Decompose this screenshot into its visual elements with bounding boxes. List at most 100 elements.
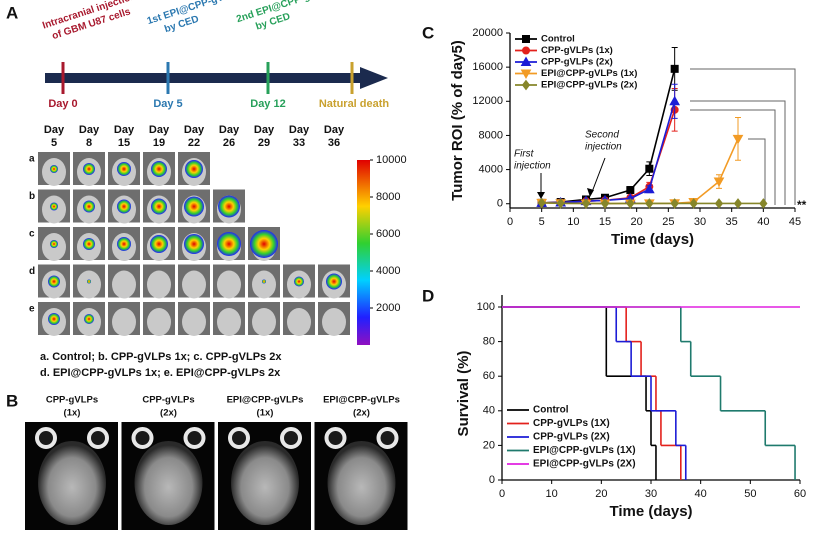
day-number: 26: [223, 137, 235, 149]
marker: [689, 198, 698, 209]
eye: [87, 427, 109, 449]
x-tick-label: 30: [694, 216, 706, 228]
y-tick-label: 60: [483, 370, 495, 382]
legend-marker: [522, 35, 530, 43]
bracket: [690, 68, 796, 205]
signal: [87, 279, 91, 284]
annotation: injection: [585, 142, 622, 153]
eye: [131, 427, 154, 449]
signal: [262, 279, 266, 284]
day-word: Day: [44, 124, 65, 136]
annotation: Second: [585, 130, 619, 141]
panel-labels: A B C D: [6, 3, 434, 410]
mouse-head: [182, 308, 206, 336]
series-line: [541, 109, 676, 204]
signal: [185, 160, 203, 178]
annotation: injection: [514, 161, 551, 172]
annotation-arrow: [587, 188, 594, 197]
row-label: b: [29, 191, 35, 202]
signal: [50, 202, 58, 211]
x-tick-label: 30: [645, 488, 657, 500]
timeline: Intracranial injection of GBM U87 cells …: [41, 0, 389, 110]
legend-label: EPI@CPP-gVLPs (2x): [541, 80, 637, 91]
brain: [231, 441, 299, 525]
x-tick-label: 35: [726, 216, 738, 228]
y-tick-label: 40: [483, 405, 495, 417]
marker: [714, 198, 724, 209]
y-tick-label: 12000: [472, 95, 503, 107]
mri-label: EPI@CPP-gVLPs: [323, 395, 400, 406]
legend-marker: [522, 46, 530, 55]
marker: [732, 134, 744, 145]
marker: [669, 95, 681, 106]
day-word: Day: [114, 124, 135, 136]
signal: [48, 313, 60, 325]
mouse-head: [182, 270, 206, 299]
colorbar-label: 4000: [376, 265, 400, 277]
colorbar: [357, 160, 370, 345]
marker: [643, 183, 655, 194]
marker: [556, 197, 565, 209]
marker: [645, 198, 654, 209]
day-number: 8: [86, 137, 92, 149]
legend-label: Control: [541, 34, 575, 45]
mouse-head: [147, 308, 171, 336]
row-label: d: [29, 266, 35, 277]
y-tick-label: 8000: [479, 129, 503, 141]
marker: [713, 177, 725, 188]
day-word: Day: [149, 124, 170, 136]
caption: a. Control; b. CPP-gVLPs 1x; c. CPP-gVLP…: [40, 351, 282, 363]
y-tick-label: 0: [497, 198, 503, 210]
legend-label: CPP-gVLPs (1x): [541, 45, 613, 56]
y-tick-label: 0: [489, 474, 495, 486]
panel-label: A: [6, 3, 18, 22]
brain: [327, 441, 396, 525]
y-tick-label: 20000: [472, 27, 503, 39]
panel-label: B: [6, 391, 18, 410]
mouse-head: [252, 308, 276, 336]
marker: [670, 198, 679, 209]
day-number: 5: [51, 137, 57, 149]
milestone: Day 5: [153, 98, 182, 110]
day-word: Day: [184, 124, 205, 136]
mouse-head: [77, 270, 101, 299]
marker: [733, 198, 743, 209]
x-tick-label: 5: [539, 216, 545, 228]
signal: [151, 198, 167, 215]
x-tick-label: 20: [595, 488, 607, 500]
marker: [626, 186, 635, 195]
y-axis-label: Tumor ROI (% of day5): [449, 40, 466, 201]
mouse-head: [217, 308, 241, 336]
mri-label: EPI@CPP-gVLPs: [227, 395, 304, 406]
x-axis-label: Time (days): [611, 231, 694, 248]
colorbar-label: 6000: [376, 228, 400, 240]
x-axis-label: Time (days): [609, 503, 692, 520]
marker: [759, 198, 768, 209]
milestone: Natural death: [319, 98, 390, 110]
day-word: Day: [79, 124, 100, 136]
marker: [581, 198, 591, 209]
signal: [217, 232, 241, 256]
day-word: Day: [289, 124, 310, 136]
signal: [218, 195, 240, 218]
signal: [117, 237, 131, 251]
mouse-head: [112, 270, 136, 299]
signal: [250, 230, 278, 258]
mri-label: (2x): [353, 408, 370, 419]
legend-label: CPP-gVLPs (2X): [533, 432, 610, 443]
milestone: Day 0: [48, 98, 77, 110]
row-label: e: [29, 304, 35, 315]
bracket: [690, 100, 786, 205]
y-axis-label: Survival (%): [455, 351, 472, 437]
x-tick-label: 15: [599, 216, 611, 228]
signal: [151, 161, 167, 177]
x-tick-label: 60: [794, 488, 806, 500]
mouse-head: [287, 308, 311, 336]
panel-label: C: [422, 23, 434, 42]
brain: [134, 441, 203, 525]
colorbar-label: 8000: [376, 191, 400, 203]
x-tick-label: 0: [499, 488, 505, 500]
x-tick-label: 20: [631, 216, 643, 228]
legend-marker: [520, 69, 532, 80]
